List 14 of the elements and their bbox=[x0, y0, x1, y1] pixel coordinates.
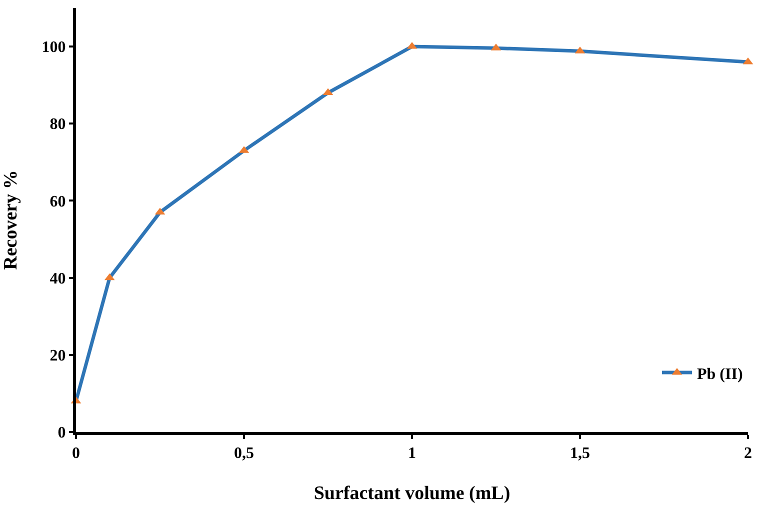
y-tick-label: 60 bbox=[50, 193, 66, 210]
x-tick-label: 0 bbox=[72, 445, 80, 462]
x-tick-label: 1 bbox=[408, 445, 416, 462]
y-tick-label: 0 bbox=[58, 424, 66, 442]
y-tick-label: 80 bbox=[50, 116, 66, 134]
x-tick-label: 2 bbox=[744, 445, 752, 462]
legend-label: Pb (II) bbox=[697, 366, 743, 383]
y-tick-label: 20 bbox=[50, 348, 66, 365]
y-tick-label: 40 bbox=[50, 270, 66, 288]
x-axis-title: Surfactant volume (mL) bbox=[314, 483, 510, 504]
x-tick-label: 1,5 bbox=[570, 445, 590, 462]
y-tick-label: 100 bbox=[42, 39, 66, 56]
y-axis-title: Recovery % bbox=[0, 170, 22, 270]
x-tick-label: 0,5 bbox=[234, 445, 254, 462]
